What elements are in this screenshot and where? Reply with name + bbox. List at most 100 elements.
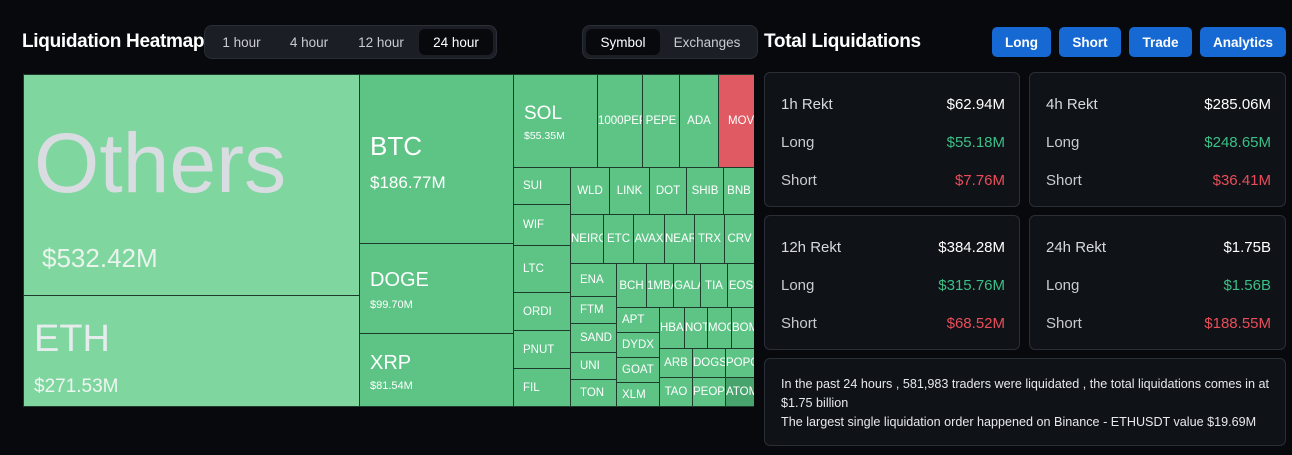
heatmap-tile-neiro[interactable]: NEIRO [570,214,604,264]
heatmap-tile-move[interactable]: MOVE [718,74,754,168]
heatmap-tile-avax[interactable]: AVAX [633,214,665,264]
tile-symbol: WIF [523,219,545,231]
short-row: Short $68.52M [781,315,1005,332]
tile-symbol: DYDX [622,339,654,351]
heatmap-tile-ena[interactable]: ENA [570,263,617,297]
heatmap-tile-near[interactable]: NEAR [664,214,695,264]
tile-symbol: LTC [523,263,544,275]
heatmap-tile-dot[interactable]: DOT [649,167,687,215]
heatmap-tile-wif[interactable]: WIF [513,204,571,246]
heatmap-tile-people[interactable]: PEOPLE [692,377,726,407]
heatmap-tile-atom[interactable]: ATOM [725,377,754,407]
tab-1-hour[interactable]: 1 hour [222,34,261,50]
heatmap-tile-arb[interactable]: ARB [659,348,693,378]
heatmap-tile-moodeng[interactable]: MOODENG [707,307,732,349]
heatmap-tile-tao[interactable]: TAO [659,377,693,407]
heatmap-tile-xrp[interactable]: XRP $81.54M [359,333,514,407]
heatmap-tile-1mbabydoge[interactable]: 1MBABYDOGE [646,263,674,308]
view-mode-tabs: Symbol Exchanges [582,25,758,59]
tile-symbol: POPCAT [726,357,754,369]
short-button[interactable]: Short [1059,27,1121,57]
heatmap-tile-bch[interactable]: BCH [616,263,647,308]
heatmap-tile-link[interactable]: LINK [609,167,650,215]
heatmap-tile-eth[interactable]: ETH $271.53M [23,295,360,407]
total-value: $1.75B [1223,239,1271,256]
heatmap-tile-bome[interactable]: BOME [731,307,754,349]
heatmap-tile-pepe[interactable]: PEPE [642,74,680,168]
heatmap-tile-btc[interactable]: BTC $186.77M [359,74,514,244]
heatmap-tile-others[interactable]: Others $532.42M [23,74,360,296]
heatmap-tile-trx[interactable]: TRX [694,214,725,264]
short-label: Short [781,315,817,332]
tile-value: $81.54M [370,380,413,392]
tile-symbol: TIA [705,279,723,292]
tile-value: $55.35M [524,130,565,142]
heatmap-tile-shib[interactable]: SHIB [686,167,724,215]
heatmap-tile-dydx[interactable]: DYDX [616,332,660,358]
heatmap-tile-wld[interactable]: WLD [570,167,610,215]
heatmap-tile-apt[interactable]: APT [616,307,660,333]
heatmap-tile-ton[interactable]: TON [570,379,617,407]
tile-symbol: NOT [685,322,707,334]
tile-symbol: ENA [580,274,604,286]
tile-symbol: XLM [622,388,646,401]
tile-symbol: DOGE [370,269,429,291]
heatmap-tile-gala[interactable]: GALA [673,263,701,308]
tile-symbol: PNUT [523,343,555,356]
tab-symbol[interactable]: Symbol [586,29,660,55]
heatmap-tile-doge[interactable]: DOGE $99.70M [359,243,514,334]
rekt-card-1h: 1h Rekt $62.94M Long $55.18M Short $7.76M [764,72,1020,207]
heatmap-tile-hbar[interactable]: HBAR [659,307,685,349]
tab-24-hour[interactable]: 24 hour [419,29,493,55]
heatmap-tile-bnb[interactable]: BNB [723,167,754,215]
tile-symbol: GALA [674,279,700,292]
heatmap-tile-dogs[interactable]: DOGS [692,348,726,378]
total-value: $285.06M [1204,96,1271,113]
tab-exchanges[interactable]: Exchanges [673,34,741,50]
tile-symbol: EOS [728,279,754,292]
heatmap-tile-sand[interactable]: SAND [570,323,617,353]
tile-value: $186.77M [370,173,446,192]
long-value: $248.65M [1204,134,1271,151]
tile-value: $271.53M [34,376,119,397]
long-label: Long [781,134,815,151]
heatmap-tile-popcat[interactable]: POPCAT [725,348,754,378]
heatmap-tile-fil[interactable]: FIL [513,368,571,407]
heatmap-tile-pnut[interactable]: PNUT [513,330,571,369]
long-value: $55.18M [946,134,1005,151]
heatmap-tile-ordi[interactable]: ORDI [513,292,571,331]
heatmap-title: Liquidation Heatmap [22,31,205,52]
heatmap-tile-etc[interactable]: ETC [603,214,634,264]
heatmap-tile-sol[interactable]: SOL $55.35M [513,74,598,168]
heatmap-tile-uni[interactable]: UNI [570,352,617,380]
tile-symbol: TAO [664,386,688,398]
heatmap-tile-ltc[interactable]: LTC [513,245,571,293]
analytics-button[interactable]: Analytics [1200,27,1286,57]
long-label: Long [1046,134,1080,151]
heatmap-tile-crv[interactable]: CRV [724,214,754,264]
tile-symbol: GOAT [622,364,654,376]
tile-symbol: BNB [727,185,751,197]
tile-symbol: ARB [664,357,688,369]
heatmap-tile-goat[interactable]: GOAT [616,357,660,383]
heatmap-tile-xlm[interactable]: XLM [616,382,660,407]
heatmap-tile-eos[interactable]: EOS [727,263,754,308]
long-row: Long $248.65M [1046,134,1271,151]
short-label: Short [1046,172,1082,189]
tile-symbol: NEIRO [571,233,603,245]
tab-4-hour[interactable]: 4 hour [289,34,329,50]
tile-symbol: AVAX [634,233,664,245]
tile-symbol: BOME [732,322,754,334]
tab-12-hour[interactable]: 12 hour [358,34,404,50]
long-button[interactable]: Long [992,27,1051,57]
heatmap-tile-not[interactable]: NOT [684,307,708,349]
heatmap-tile-ftm[interactable]: FTM [570,296,617,324]
tile-symbol: BCH [619,279,644,292]
short-label: Short [781,172,817,189]
trade-button[interactable]: Trade [1129,27,1192,57]
heatmap-tile-ada[interactable]: ADA [679,74,719,168]
heatmap-tile-sui[interactable]: SUI [513,167,571,205]
heatmap-tile-tia[interactable]: TIA [700,263,728,308]
tile-value: $532.42M [42,243,158,273]
